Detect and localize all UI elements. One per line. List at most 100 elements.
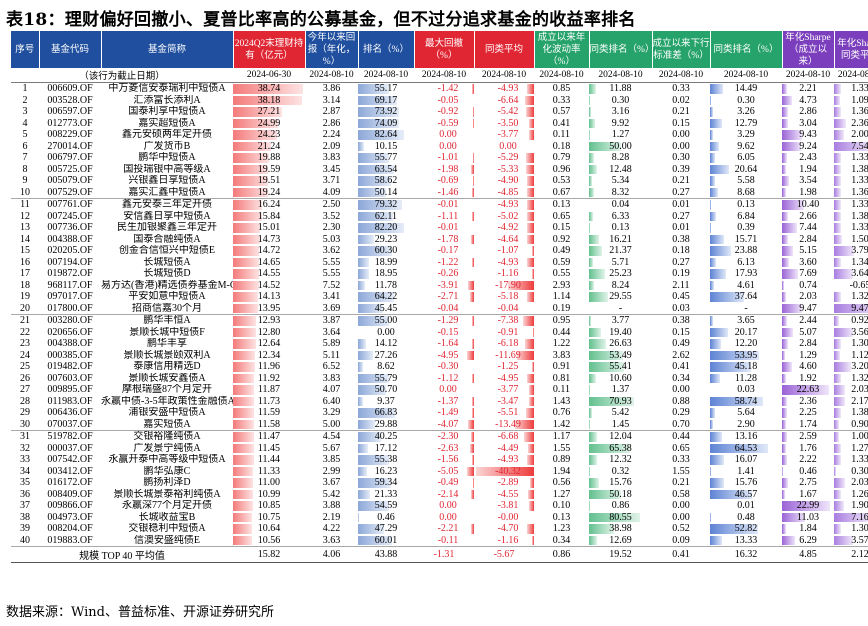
value-cell: 0.45 [672,291,690,302]
value-bar [782,396,787,406]
bar-cell: 2.22 [782,454,834,466]
cell-value: 1.30 [851,523,868,534]
cell-value: 82.20 [374,222,398,233]
value-bar [782,84,787,94]
cell-value: 7.44 [799,222,817,233]
cell-value: 20.17 [734,326,758,338]
cell-value: 45.18 [734,361,758,372]
bar-cell: 19.59 [233,164,305,176]
row-index-cell: 1 [22,83,28,94]
drawdown-cell: -4.64 [474,234,534,246]
cell-value: 1.94 [799,163,817,175]
cell-value: 0.48 [737,511,755,523]
cell-value: -2.89 [497,477,519,488]
bar-cell: 3.26 [710,106,782,118]
fund-name-cell: 嘉实超短债A [138,117,196,129]
cell-value: 2.25 [799,407,817,418]
bar-cell: -0.65 [834,280,868,292]
cell-value: 2.00 [851,129,868,140]
value-bar [233,187,268,197]
value-cell: 0.02 [672,94,690,106]
value-cell: 0.41 [552,117,571,129]
cell-value: 45.45 [374,302,398,314]
bar-cell: 9.47 [782,302,834,315]
value-bar [834,141,868,151]
value-bar [834,223,841,233]
value-bar [358,455,389,465]
drawdown-cell: -1.01 [414,152,474,164]
cell-value: -6.18 [497,338,519,349]
value-bar [710,234,725,244]
bar-cell: 9.62 [710,141,782,153]
bar-cell: 6.05 [710,152,782,164]
value-cell: 3.67 [322,477,341,488]
cell-value: 12.80 [257,326,281,338]
drawdown-bar [508,280,534,290]
drawdown-bar [526,200,534,210]
value-bar [782,269,798,279]
value-cell: 3.88 [322,500,341,511]
drawdown-cell: -0.92 [414,106,474,118]
cell-value: -0.15 [437,326,459,338]
cell-value: 4.60 [799,361,817,372]
fund-table: 序号 基金代码 基金简称 2024Q2末理财持有（亿元） 今年以来回报（年化，%） 排名（… [11,31,868,563]
drawdown-cell: -11.69 [474,350,534,362]
bar-cell: 5.07 [782,327,834,339]
cell-value: 10.56 [257,534,281,546]
cell-value: -0.30 [437,361,459,372]
bar-cell: 1.27 [834,443,868,455]
drawdown-cell: -1.22 [414,257,474,269]
bar-cell: 1.37 [589,384,652,396]
value-bar [710,141,719,151]
bar-cell: 4.73 [782,95,834,107]
value-bar [589,280,595,290]
bar-cell: 16.24 [233,199,305,211]
cell-value: 10.85 [257,500,281,511]
value-bar [782,95,792,105]
fund-code-cell: 000037.OF [47,442,93,454]
value-cell: 0.55 [552,268,571,279]
fund-code-cell: 270014.OF [47,140,93,152]
cell-value: 0.00 [377,326,395,338]
bar-cell: 0.30 [834,466,868,478]
cell-value: 2.36 [851,117,868,129]
drawdown-cell: -5.05 [414,466,474,478]
drawdown-bar [468,419,474,429]
value-cell: 0.79 [552,152,571,163]
cell-value: 60.30 [374,245,398,256]
drawdown-bar [527,443,534,453]
cell-value: -1.98 [437,163,459,175]
value-cell: 3.69 [305,302,358,315]
cell-value: 25.23 [609,268,632,279]
bar-cell: 1.33 [834,454,868,466]
value-bar [233,141,272,151]
drawdown-cell: -4.49 [474,443,534,455]
table-row: 13 007736.OF 民生加银聚鑫三年定开 15.01 2.30 82.20 -0.01… [11,222,868,234]
cell-value: 52.82 [734,523,758,534]
fund-code-cell: 004388.OF [47,338,93,349]
drawdown-bar [468,280,474,290]
fund-name-cell: 兴银鑫日享短债A [128,175,206,186]
value-bar [233,107,282,117]
cell-value: 12.04 [609,431,632,442]
bar-cell: 11.47 [233,431,305,443]
drawdown-bar [526,223,534,233]
value-cell: 0.34 [672,372,690,384]
bar-cell: 1.09 [834,95,868,107]
bar-cell: 82.64 [358,129,414,141]
bar-cell: 8.62 [358,361,414,373]
bar-cell: 58.74 [710,396,782,408]
cell-value: 16.21 [609,233,632,245]
value-cell: 0.44 [552,326,571,338]
cell-value: 64.22 [374,291,398,302]
bar-cell: 1.76 [782,443,834,455]
bar-cell: 4.60 [782,361,834,373]
bar-cell: 2.25 [782,407,834,419]
value-bar [782,478,788,488]
cell-value: 1.36 [851,186,868,198]
cell-value: -4.93 [497,83,519,94]
cell-value: -0.59 [437,117,459,129]
value-cell: 0.56 [552,477,571,488]
cell-value: -1.12 [437,372,459,384]
bar-cell: 12.79 [710,118,782,130]
